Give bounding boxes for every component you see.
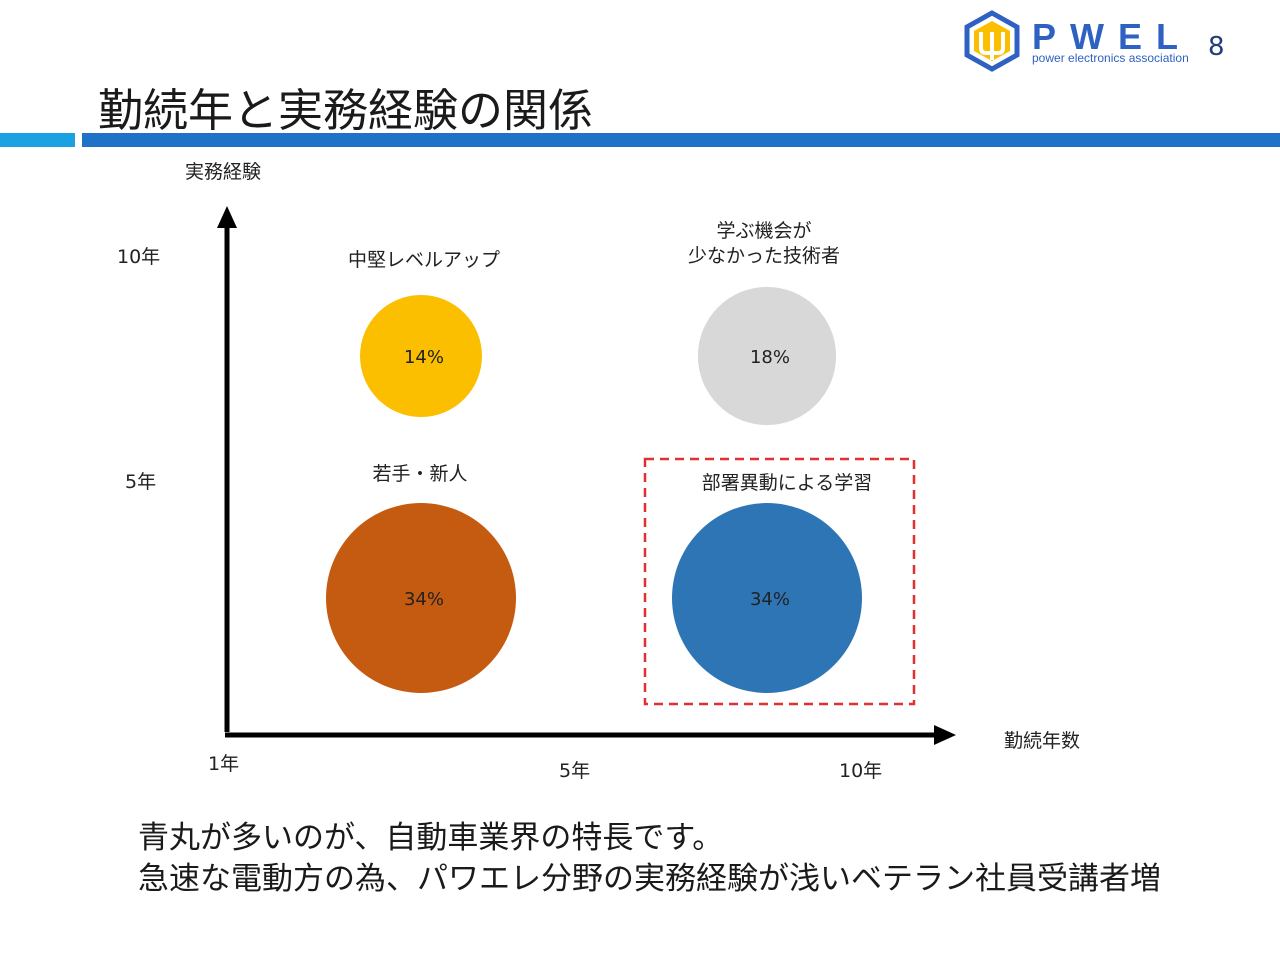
bubble-value-label: 18% [750,347,790,368]
bubble-category-label: 中堅レベルアップ [347,249,500,271]
bubble-category-label: 若手・新人 [372,463,468,485]
x-axis-label: 勤続年数 [1004,730,1081,752]
bubble [360,295,482,417]
bubble-value-label: 14% [404,347,444,368]
page-number: 8 [1208,32,1225,62]
y-tick-label: 10年 [117,246,161,268]
bubble [672,503,862,693]
y-axis-label: 実務経験 [185,161,262,183]
bubble-category-label-line: 学ぶ機会が [716,220,812,242]
bubbles-layer: 14% 18% 34% 34% [326,286,862,693]
bubble [697,286,837,426]
x-axis-arrow-icon [934,725,956,745]
x-tick-label: 10年 [839,760,883,782]
bubble-value-label: 34% [404,589,444,610]
accent-bar-left [0,133,75,147]
pwel-logo: PWEL power electronics association [962,10,1192,72]
bubble-category-label: 部署異動による学習 [701,472,873,494]
x-tick-label: 5年 [559,760,591,782]
slide-title: 勤続年と実務経験の関係 [98,84,594,137]
footer-line-2: 急速な電動方の為、パワエレ分野の実務経験が浅いベテラン社員受講者増 [138,861,1161,897]
logo-wordmark: PWEL [1032,16,1192,57]
footer-line-1: 青丸が多いのが、自動車業界の特長です。 [138,820,724,856]
pwel-hexagon-icon [964,10,1020,72]
highlight-box [643,457,916,706]
accent-bar-main [82,133,1280,147]
y-tick-label: 5年 [125,471,157,493]
bubble-category-label-line: 少なかった技術者 [687,245,840,267]
logo-tagline: power electronics association [1032,51,1189,65]
x-tick-label: 1年 [208,753,240,775]
bubble-category-label: 学ぶ機会が 少なかった技術者 [652,219,876,269]
footer-notes: 青丸が多いのが、自動車業界の特長です。 急速な電動方の為、パワエレ分野の実務経験… [138,818,1161,900]
bubble-value-label: 34% [750,589,790,610]
y-axis-arrow-icon [217,206,237,228]
bubble [326,503,516,693]
